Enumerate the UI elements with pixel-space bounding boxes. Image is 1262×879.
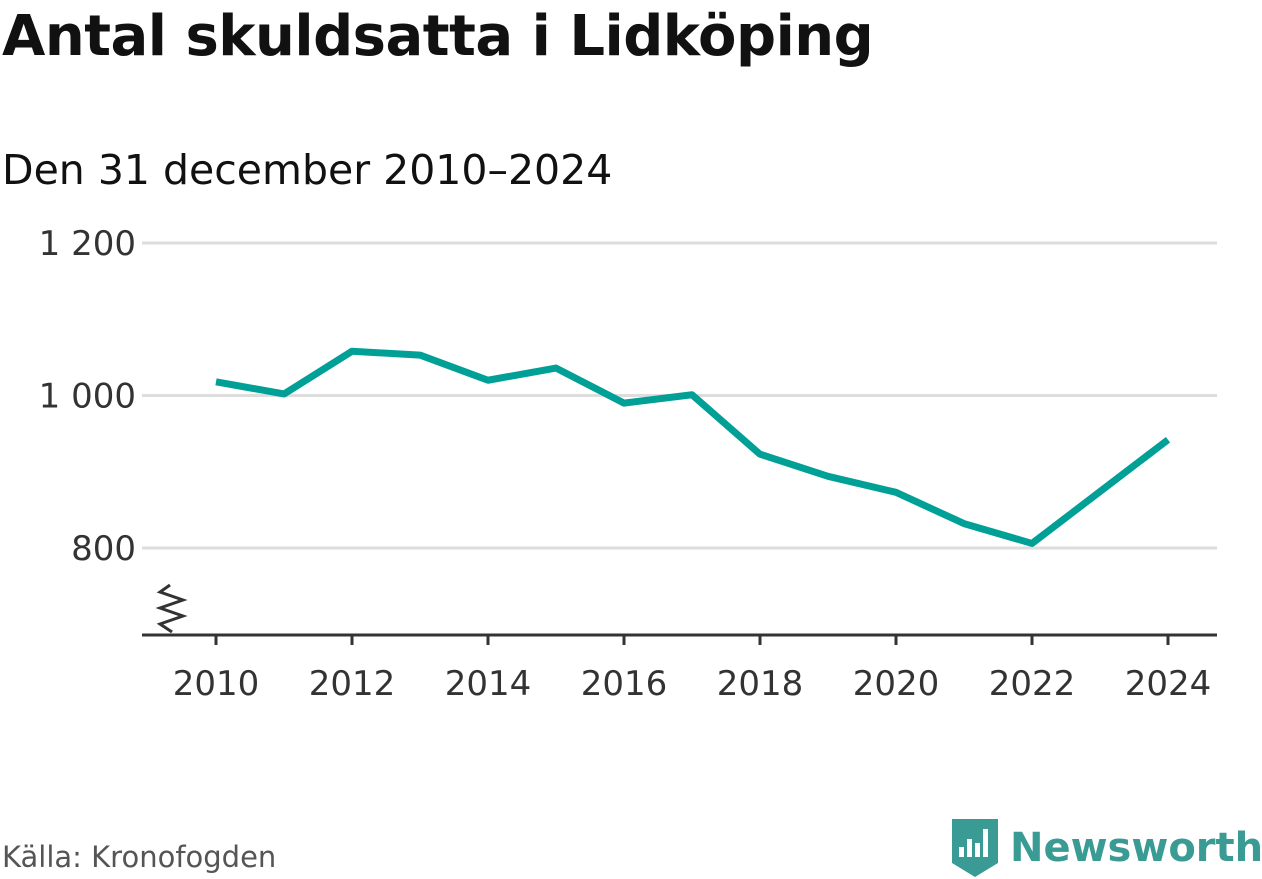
x-tick-label: 2022	[989, 664, 1076, 704]
series	[215, 347, 1171, 547]
y-tick-label: 1 200	[39, 224, 136, 264]
x-tick-label: 2018	[717, 664, 804, 704]
chart-subtitle: Den 31 december 2010–2024	[2, 146, 613, 194]
x-tick-label: 2024	[1125, 664, 1212, 704]
x-tick-label: 2016	[581, 664, 668, 704]
x-tick-label: 2010	[173, 664, 260, 704]
y-tick-label: 800	[71, 529, 136, 569]
chart-title: Antal skuldsatta i Lidköping	[2, 4, 874, 69]
y-tick-label: 1 000	[39, 377, 136, 417]
x-tick-label: 2020	[853, 664, 940, 704]
tick-labels: 800 1 000 1 200 2010 2012 2014 2016 2018 2020 202…	[39, 224, 1212, 704]
x-tick-label: 2014	[445, 664, 532, 704]
brand-name: Newsworthy	[1010, 825, 1262, 871]
series-line	[215, 347, 1171, 547]
x-axis	[142, 583, 1217, 645]
source-note: Källa: Kronofogden	[2, 840, 277, 874]
bar-chart-flag-icon	[952, 819, 998, 877]
axis-break-icon	[155, 583, 188, 634]
brand-logo: Newsworthy	[950, 817, 1262, 879]
x-tick-label: 2012	[309, 664, 396, 704]
